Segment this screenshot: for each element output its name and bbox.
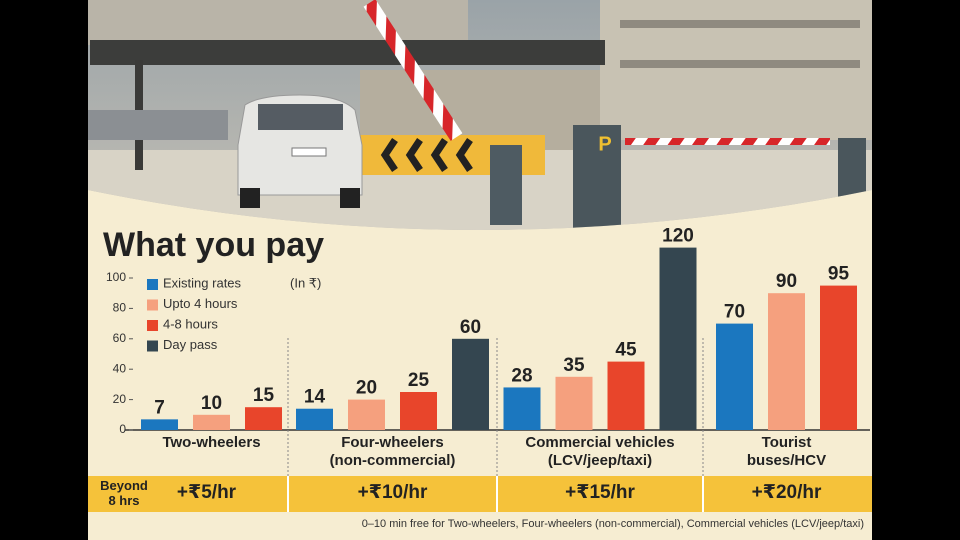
legend-label: Existing rates	[163, 275, 242, 290]
legend-label: Upto 4 hours	[163, 296, 238, 311]
bar	[503, 387, 541, 430]
bar	[141, 419, 178, 430]
unit-label: (In ₹)	[290, 275, 321, 290]
data-label: 14	[304, 387, 326, 408]
data-label: 28	[511, 365, 532, 386]
x-tick-label: Four-wheelers (non-commercial)	[329, 434, 456, 469]
bar	[716, 323, 753, 430]
y-tick-label: 100	[106, 270, 126, 284]
y-tick-label: 40	[113, 361, 127, 375]
bar	[296, 408, 333, 430]
bar	[452, 338, 489, 430]
bar	[245, 407, 282, 430]
extra-label: Beyond 8 hrs	[100, 478, 148, 508]
y-tick-label: 0	[119, 422, 126, 436]
extra-charge: +₹5/hr	[176, 482, 237, 503]
bar	[659, 247, 697, 430]
data-label: 25	[408, 370, 430, 391]
data-label: 15	[253, 385, 275, 406]
extra-charge: +₹15/hr	[565, 482, 635, 503]
legend-label: Day pass	[163, 337, 218, 352]
data-label: 60	[460, 317, 481, 338]
legend-swatch	[147, 299, 158, 311]
bar	[768, 293, 805, 430]
chart-title: What you pay	[103, 226, 324, 264]
extra-charge: +₹20/hr	[751, 482, 822, 503]
data-label: 20	[356, 378, 377, 399]
extra-band	[88, 476, 872, 512]
note: 0–10 min free for Two-wheelers, Four-whe…	[362, 518, 864, 530]
bar	[193, 414, 230, 430]
bar	[400, 392, 437, 430]
data-label: 35	[563, 355, 585, 376]
y-tick-label: 20	[113, 392, 127, 406]
x-tick-label: Commercial vehicles (LCV/jeep/taxi)	[525, 434, 675, 469]
legend-swatch	[147, 320, 158, 331]
data-label: 7	[154, 397, 165, 418]
data-label: 95	[828, 264, 850, 285]
y-tick-label: 80	[113, 301, 127, 315]
data-label: 90	[776, 271, 797, 292]
data-label: 70	[724, 302, 745, 323]
x-tick-label: Two-wheelers	[162, 434, 261, 451]
legend-swatch	[147, 279, 158, 290]
data-label: 120	[662, 226, 694, 247]
bar	[348, 399, 385, 430]
x-tick-label: Tourist buses/HCV	[746, 434, 827, 469]
legend-label: 4-8 hours	[163, 316, 218, 331]
legend-swatch	[147, 340, 158, 352]
svg-text:P: P	[598, 133, 611, 155]
y-tick-label: 60	[113, 331, 127, 345]
bar	[607, 361, 645, 430]
bar	[555, 376, 593, 430]
data-label: 45	[615, 340, 637, 361]
extra-charge: +₹10/hr	[357, 482, 428, 503]
bar	[820, 285, 857, 430]
data-label: 10	[201, 393, 222, 414]
